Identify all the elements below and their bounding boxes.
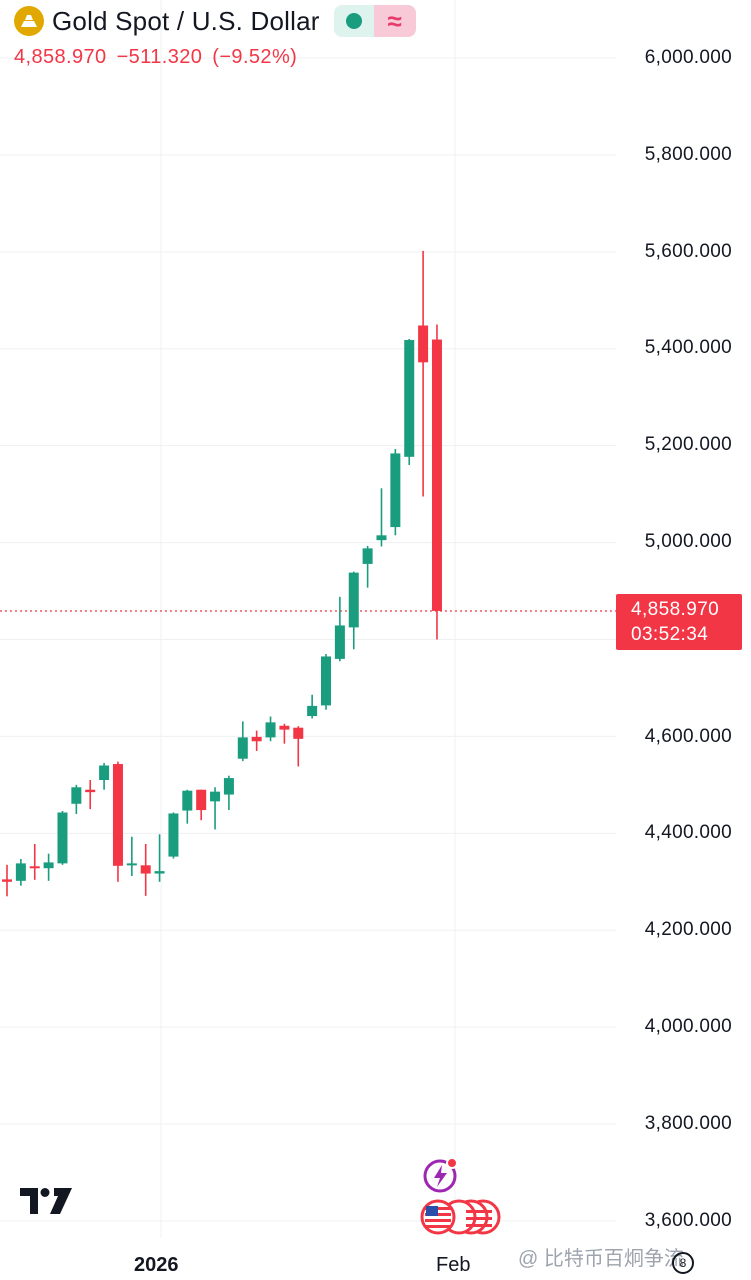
y-tick-label: 5,400.000 [644,337,732,358]
current-price-tag: 4,858.970 03:52:34 [616,594,742,650]
candle-body [279,725,290,730]
candle[interactable] [99,763,110,790]
y-tick-label: 6,000.000 [644,47,732,68]
candle[interactable] [57,811,68,865]
y-tick-label: 5,000.000 [644,531,732,552]
candle-body [307,705,318,717]
candle[interactable] [279,723,290,744]
candle[interactable] [348,571,359,650]
candle[interactable] [140,843,151,896]
candle-body [71,787,82,804]
candle-body [43,862,54,869]
candle[interactable] [223,775,234,811]
y-tick-label: 4,400.000 [644,822,732,843]
symbol-title[interactable]: Gold Spot / U.S. Dollar [52,5,320,36]
candle[interactable] [85,780,96,810]
candle-body [196,789,207,811]
watermark: @ 比特币百炯争流 [518,1248,684,1270]
y-tick-label: 5,800.000 [644,144,732,165]
candle[interactable] [112,761,123,882]
candle[interactable] [71,784,82,814]
candle-body [126,863,137,866]
candle[interactable] [307,694,318,719]
candle[interactable] [265,716,276,742]
candle[interactable] [431,324,442,640]
candle-body [210,791,221,802]
candle-body [140,865,151,874]
x-tick-label: 2026 [134,1254,179,1276]
candle-body [223,778,234,795]
candle[interactable] [43,853,54,881]
candle-body [334,625,345,659]
candle-body [15,863,26,881]
lightning-event-icon[interactable] [422,1156,462,1199]
y-tick-label: 4,600.000 [644,726,732,747]
candle-body [57,812,68,864]
gold-bars-icon[interactable] [14,6,44,36]
candle[interactable] [126,836,137,876]
y-tick-label: 3,600.000 [644,1210,732,1231]
bar-countdown: 03:52:34 [631,624,709,645]
candle[interactable] [321,654,332,710]
candle[interactable] [29,843,40,880]
candle-body [348,572,359,628]
candle[interactable] [237,721,248,762]
current-price-label: 4,858.970 [631,599,720,620]
price-change-pct: (−9.52%) [212,46,298,68]
candle[interactable] [182,789,193,824]
candle[interactable] [334,596,345,662]
quote-line: 4,858.970 −511.320 (−9.52%) [14,46,307,69]
price-change: −511.320 [116,46,203,68]
candle-body [404,340,415,457]
y-tick-label: 4,000.000 [644,1016,732,1037]
candle-body [293,727,304,739]
candle[interactable] [154,834,165,882]
y-tick-label: 4,200.000 [644,919,732,940]
candle-body [2,879,12,882]
us-economic-events-icon[interactable] [420,1198,502,1241]
candle-body [362,548,373,564]
market-open-icon[interactable] [333,5,374,37]
candle-body [376,535,387,541]
settings-icon[interactable]: 8 [672,1252,694,1274]
tradingview-logo-icon[interactable] [20,1188,72,1219]
candle[interactable] [362,545,373,588]
candle-body [112,764,123,866]
candle[interactable] [376,488,387,547]
candle-body [418,325,429,363]
candle-body [251,736,262,742]
delayed-data-icon[interactable]: ≈ [373,5,416,37]
candle-body [390,453,401,528]
candle[interactable] [168,812,179,859]
candle[interactable] [293,726,304,767]
y-tick-label: 3,800.000 [644,1113,732,1134]
market-status-badges[interactable]: ≈ [333,5,416,37]
last-price: 4,858.970 [14,46,107,68]
candle[interactable] [2,864,12,897]
y-tick-label: 5,600.000 [644,241,732,262]
candle[interactable] [418,250,429,497]
candle[interactable] [251,730,262,751]
x-tick-label: Feb [436,1254,471,1276]
candle-body [431,339,442,611]
candle-body [154,871,165,874]
candle-body [168,813,179,857]
candle-body [29,866,40,869]
candle[interactable] [196,789,207,821]
chart-header: Gold Spot / U.S. Dollar ≈ [14,4,416,38]
candle-body [237,737,248,759]
candle[interactable] [404,339,415,466]
candle-body [182,790,193,811]
candle-body [99,765,110,781]
candle-body [321,656,332,706]
candle-body [265,722,276,738]
candle-body [85,789,96,793]
candle[interactable] [390,449,401,536]
y-tick-label: 5,200.000 [644,434,732,455]
candle[interactable] [210,787,221,830]
candle[interactable] [15,859,26,886]
